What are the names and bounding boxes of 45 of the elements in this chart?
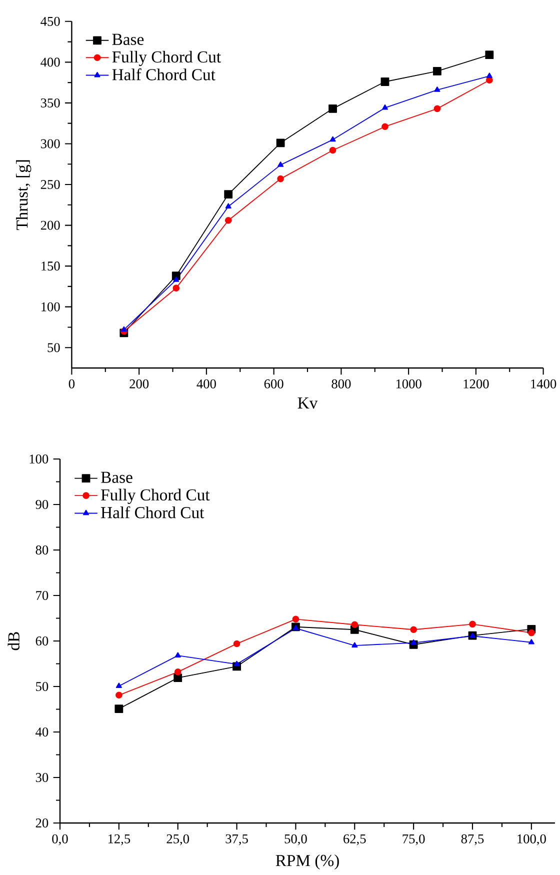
x-axis-title: Kv [298, 398, 318, 409]
y-tick-label: 70 [36, 591, 48, 600]
legend-label: Half Chord Cut [101, 506, 204, 518]
y-tick-label: 450 [40, 16, 60, 26]
x-tick-label: 75,0 [402, 834, 425, 846]
x-tick-label: 37,5 [226, 834, 248, 846]
x-tick-label: 12,5 [108, 834, 130, 846]
y-tick-label: 60 [36, 636, 48, 646]
y-tick-label: 150 [42, 262, 60, 271]
x-tick-label: 800 [332, 379, 351, 388]
y-tick-label: 350 [40, 98, 60, 108]
y-tick-label: 250 [40, 180, 60, 189]
legend-label: Base [112, 34, 144, 46]
legend-label: Base [101, 472, 132, 483]
x-tick-label: 600 [264, 379, 284, 388]
legend-label: Half Chord Cut [112, 68, 216, 80]
legend-label: Fully Chord Cut [112, 50, 221, 66]
y-tick-label: 100 [42, 302, 60, 312]
legend-label: Fully Chord Cut [101, 488, 210, 504]
y-axis-title: Thrust, [g] [16, 160, 32, 230]
y-tick-label: 300 [40, 139, 60, 148]
x-axis-title: RPM (%) [276, 854, 339, 870]
x-tick-label: 1200 [464, 379, 489, 388]
x-tick-label: 25,0 [166, 834, 190, 846]
y-tick-label: 90 [36, 500, 48, 509]
y-tick-label: 40 [36, 727, 48, 736]
y-tick-label: 400 [40, 58, 60, 67]
x-tick-label: 200 [130, 379, 149, 388]
y-tick-label: 30 [36, 772, 48, 782]
y-tick-label: 50 [48, 343, 60, 352]
y-axis-title: dB [8, 632, 20, 650]
x-tick-label: 100,0 [518, 834, 546, 846]
x-tick-label: 400 [196, 379, 216, 388]
y-tick-label: 200 [40, 220, 60, 230]
x-tick-label: 0,0 [52, 834, 68, 846]
x-tick-label: 50,0 [284, 834, 307, 846]
y-tick-label: 20 [36, 818, 48, 828]
y-tick-label: 50 [36, 682, 48, 691]
x-tick-label: 0 [68, 379, 75, 388]
y-tick-label: 80 [36, 546, 48, 554]
x-tick-label: 87,5 [461, 834, 484, 846]
x-tick-label: 62,5 [344, 834, 366, 846]
x-tick-label: 1000 [396, 379, 422, 388]
x-tick-label: 1400 [531, 379, 556, 388]
y-tick-label: 100 [30, 454, 48, 464]
